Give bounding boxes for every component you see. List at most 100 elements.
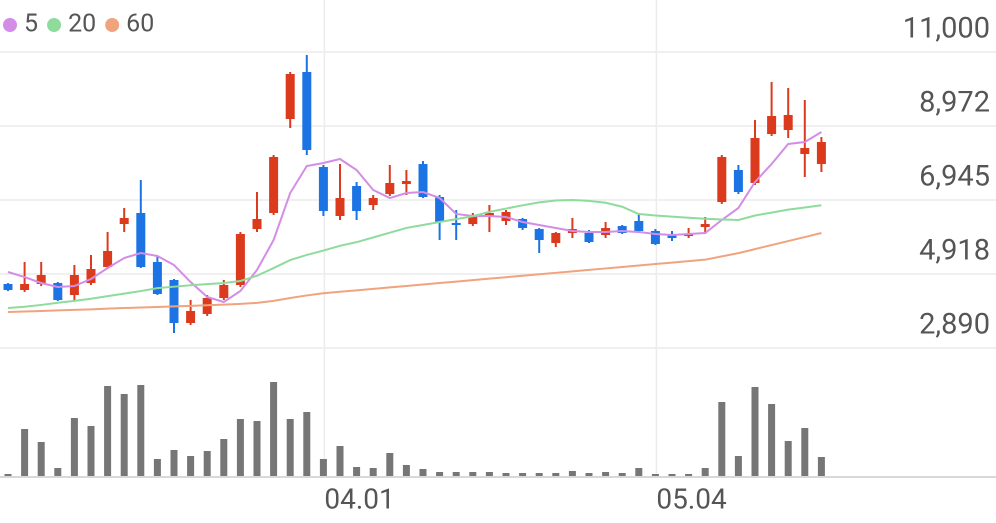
volume-bar bbox=[768, 404, 776, 476]
volume-bar bbox=[153, 459, 161, 476]
candle-body bbox=[103, 250, 113, 268]
volume-bar bbox=[485, 472, 493, 476]
volume-bar bbox=[585, 473, 593, 476]
legend-label: 60 bbox=[126, 10, 154, 39]
x-tick-label: 04.01 bbox=[324, 482, 394, 515]
candle-body bbox=[219, 285, 229, 298]
y-tick-label: 8,972 bbox=[919, 86, 990, 120]
y-tick-label: 4,918 bbox=[919, 234, 990, 268]
volume-bar bbox=[270, 382, 278, 476]
candle-body bbox=[451, 222, 461, 226]
candle-body bbox=[335, 197, 345, 216]
volume-bar bbox=[651, 474, 659, 476]
volume-bar bbox=[801, 428, 809, 476]
y-tick-label: 6,945 bbox=[919, 160, 990, 194]
candle-body bbox=[634, 220, 644, 231]
volume-bar bbox=[685, 474, 693, 476]
candle-body bbox=[816, 142, 826, 165]
candle-body bbox=[650, 230, 660, 245]
candle-body bbox=[86, 269, 96, 284]
candle-body bbox=[136, 212, 146, 268]
volume-bar bbox=[21, 429, 29, 476]
volume-bar bbox=[701, 468, 709, 476]
volume-bar bbox=[37, 442, 45, 476]
candle-body bbox=[518, 219, 528, 228]
candle-body bbox=[318, 167, 328, 211]
volume-bar bbox=[402, 465, 410, 476]
x-tick-label: 05.04 bbox=[656, 482, 727, 515]
candle-body bbox=[368, 197, 378, 206]
candle-body bbox=[3, 283, 13, 291]
y-tick-label: 11,000 bbox=[903, 12, 990, 46]
volume-bar bbox=[4, 474, 12, 476]
candle-body bbox=[767, 116, 777, 135]
volume-bar bbox=[336, 446, 344, 476]
candle-body bbox=[617, 226, 627, 233]
candle-body bbox=[252, 219, 262, 230]
volume-bar bbox=[436, 472, 444, 476]
candle-body bbox=[302, 72, 312, 151]
volume-bar bbox=[203, 451, 211, 476]
volume-bar bbox=[220, 439, 228, 476]
volume-bar bbox=[187, 456, 195, 476]
candle-body bbox=[385, 182, 395, 195]
legend-marker bbox=[47, 18, 62, 32]
volume-bar bbox=[784, 441, 792, 476]
candle-body bbox=[551, 232, 561, 243]
volume-bar bbox=[734, 456, 742, 476]
volume-bar bbox=[668, 474, 676, 476]
candle-body bbox=[584, 232, 594, 243]
volume-bar bbox=[70, 418, 78, 476]
volume-bar bbox=[535, 473, 543, 476]
candle-body bbox=[20, 283, 30, 291]
volume-bar bbox=[353, 467, 361, 476]
candle-body bbox=[186, 310, 196, 323]
y-tick-label: 2,890 bbox=[919, 308, 990, 342]
volume-bar bbox=[137, 385, 145, 476]
volume-bar bbox=[817, 457, 825, 476]
volume-bar bbox=[469, 472, 477, 476]
candle-body bbox=[269, 157, 279, 213]
candle-body bbox=[401, 180, 411, 185]
volume-bar bbox=[452, 472, 460, 476]
candle-body bbox=[750, 137, 760, 183]
legend-label: 5 bbox=[24, 10, 38, 39]
volume-bar bbox=[303, 412, 311, 476]
candle-body bbox=[684, 234, 694, 237]
candle-body bbox=[152, 262, 162, 294]
volume-bar bbox=[319, 459, 327, 476]
candle-body bbox=[119, 217, 129, 225]
volume-bar bbox=[602, 472, 610, 476]
candle-body bbox=[435, 197, 445, 223]
volume-bar bbox=[120, 394, 128, 476]
volume-bar bbox=[568, 471, 576, 476]
volume-bar bbox=[419, 469, 427, 476]
volume-bar bbox=[104, 386, 112, 476]
volume-bar bbox=[54, 468, 62, 476]
legend-label: 20 bbox=[68, 10, 96, 39]
candle-body bbox=[783, 115, 793, 131]
volume-bar bbox=[170, 450, 178, 476]
volume-bar bbox=[635, 468, 643, 476]
volume-bar bbox=[751, 387, 759, 476]
candle-body bbox=[235, 234, 245, 286]
candle-body bbox=[667, 234, 677, 238]
candle-body bbox=[717, 157, 727, 203]
volume-bar bbox=[253, 421, 261, 476]
volume-bar bbox=[286, 419, 294, 476]
volume-bar bbox=[236, 419, 244, 476]
candle-body bbox=[733, 170, 743, 193]
volume-bar bbox=[552, 473, 560, 476]
ma-line bbox=[7, 232, 822, 314]
candle-body bbox=[285, 74, 295, 120]
candle-body bbox=[169, 280, 179, 323]
candle-body bbox=[534, 229, 544, 241]
volume-bar bbox=[519, 473, 527, 476]
legend-marker bbox=[3, 18, 17, 32]
candle-body bbox=[352, 185, 362, 211]
volume-bar bbox=[502, 473, 510, 476]
volume-bar bbox=[718, 402, 726, 476]
volume-bar bbox=[618, 473, 626, 476]
candle-body bbox=[700, 224, 710, 228]
